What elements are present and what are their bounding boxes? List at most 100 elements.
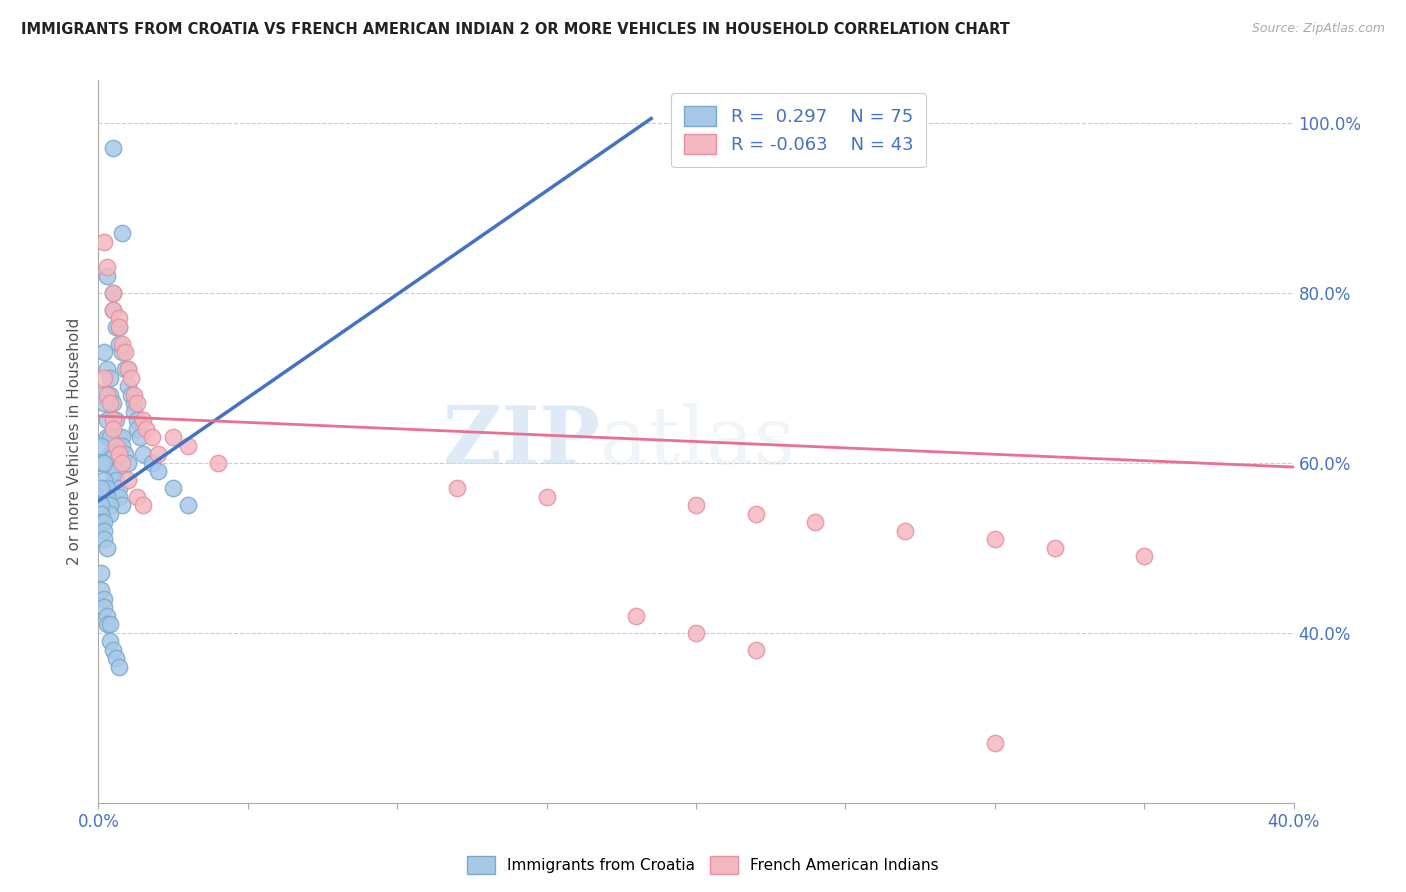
Point <box>111 336 134 351</box>
Point <box>93 591 115 606</box>
Point <box>103 413 125 427</box>
Point <box>103 422 125 436</box>
Point <box>90 388 112 402</box>
Point <box>105 413 128 427</box>
Point <box>124 396 146 410</box>
Point <box>90 566 112 581</box>
Point <box>108 311 131 326</box>
Point <box>114 362 136 376</box>
Point <box>745 642 768 657</box>
Point <box>105 651 128 665</box>
Point <box>96 430 118 444</box>
Point <box>93 473 115 487</box>
Point <box>108 490 131 504</box>
Point <box>108 319 131 334</box>
Point <box>111 498 134 512</box>
Point <box>1043 541 1066 555</box>
Point <box>108 481 131 495</box>
Point <box>984 533 1007 547</box>
Text: Source: ZipAtlas.com: Source: ZipAtlas.com <box>1251 22 1385 36</box>
Point <box>120 388 142 402</box>
Point <box>105 319 128 334</box>
Point <box>124 388 146 402</box>
Point <box>207 456 229 470</box>
Point <box>124 405 146 419</box>
Point <box>108 447 131 461</box>
Point <box>141 430 163 444</box>
Point <box>127 490 149 504</box>
Point <box>148 464 170 478</box>
Point <box>93 396 115 410</box>
Point <box>103 464 125 478</box>
Point <box>98 447 122 461</box>
Point <box>108 430 131 444</box>
Point <box>111 430 134 444</box>
Point <box>114 345 136 359</box>
Point <box>96 617 118 632</box>
Point <box>93 524 115 538</box>
Point <box>98 388 122 402</box>
Point <box>103 413 125 427</box>
Point <box>129 430 152 444</box>
Point <box>804 516 827 530</box>
Point <box>93 533 115 547</box>
Point <box>103 141 125 155</box>
Point <box>120 371 142 385</box>
Point <box>141 456 163 470</box>
Point <box>93 235 115 249</box>
Point <box>96 481 118 495</box>
Point <box>626 608 648 623</box>
Point <box>132 498 155 512</box>
Point <box>105 473 128 487</box>
Point <box>98 371 122 385</box>
Point <box>536 490 558 504</box>
Point <box>96 413 118 427</box>
Point <box>894 524 917 538</box>
Point <box>96 268 118 283</box>
Point <box>111 456 134 470</box>
Point <box>103 396 125 410</box>
Point <box>105 464 128 478</box>
Point <box>98 634 122 648</box>
Text: atlas: atlas <box>600 402 796 481</box>
Point <box>111 439 134 453</box>
Point <box>117 456 139 470</box>
Point <box>127 396 149 410</box>
Point <box>984 736 1007 750</box>
Point <box>117 379 139 393</box>
Point <box>103 302 125 317</box>
Point <box>127 413 149 427</box>
Point <box>98 507 122 521</box>
Point <box>148 447 170 461</box>
Point <box>98 498 122 512</box>
Point <box>93 516 115 530</box>
Point <box>103 285 125 300</box>
Point <box>98 430 122 444</box>
Point <box>117 473 139 487</box>
Text: IMMIGRANTS FROM CROATIA VS FRENCH AMERICAN INDIAN 2 OR MORE VEHICLES IN HOUSEHOL: IMMIGRANTS FROM CROATIA VS FRENCH AMERIC… <box>21 22 1010 37</box>
Point <box>96 388 118 402</box>
Point <box>135 422 157 436</box>
Point <box>90 456 112 470</box>
Point <box>177 498 200 512</box>
Point <box>93 371 115 385</box>
Point <box>177 439 200 453</box>
Point <box>96 490 118 504</box>
Point <box>90 439 112 453</box>
Point <box>127 422 149 436</box>
Point <box>90 583 112 598</box>
Point <box>90 481 112 495</box>
Point <box>96 608 118 623</box>
Point <box>103 285 125 300</box>
Point <box>98 617 122 632</box>
Point <box>90 516 112 530</box>
Point <box>108 319 131 334</box>
Point <box>96 362 118 376</box>
Point <box>108 660 131 674</box>
Point <box>117 362 139 376</box>
Point <box>103 642 125 657</box>
Point <box>111 345 134 359</box>
Point <box>98 396 122 410</box>
Point <box>132 447 155 461</box>
Point <box>90 498 112 512</box>
